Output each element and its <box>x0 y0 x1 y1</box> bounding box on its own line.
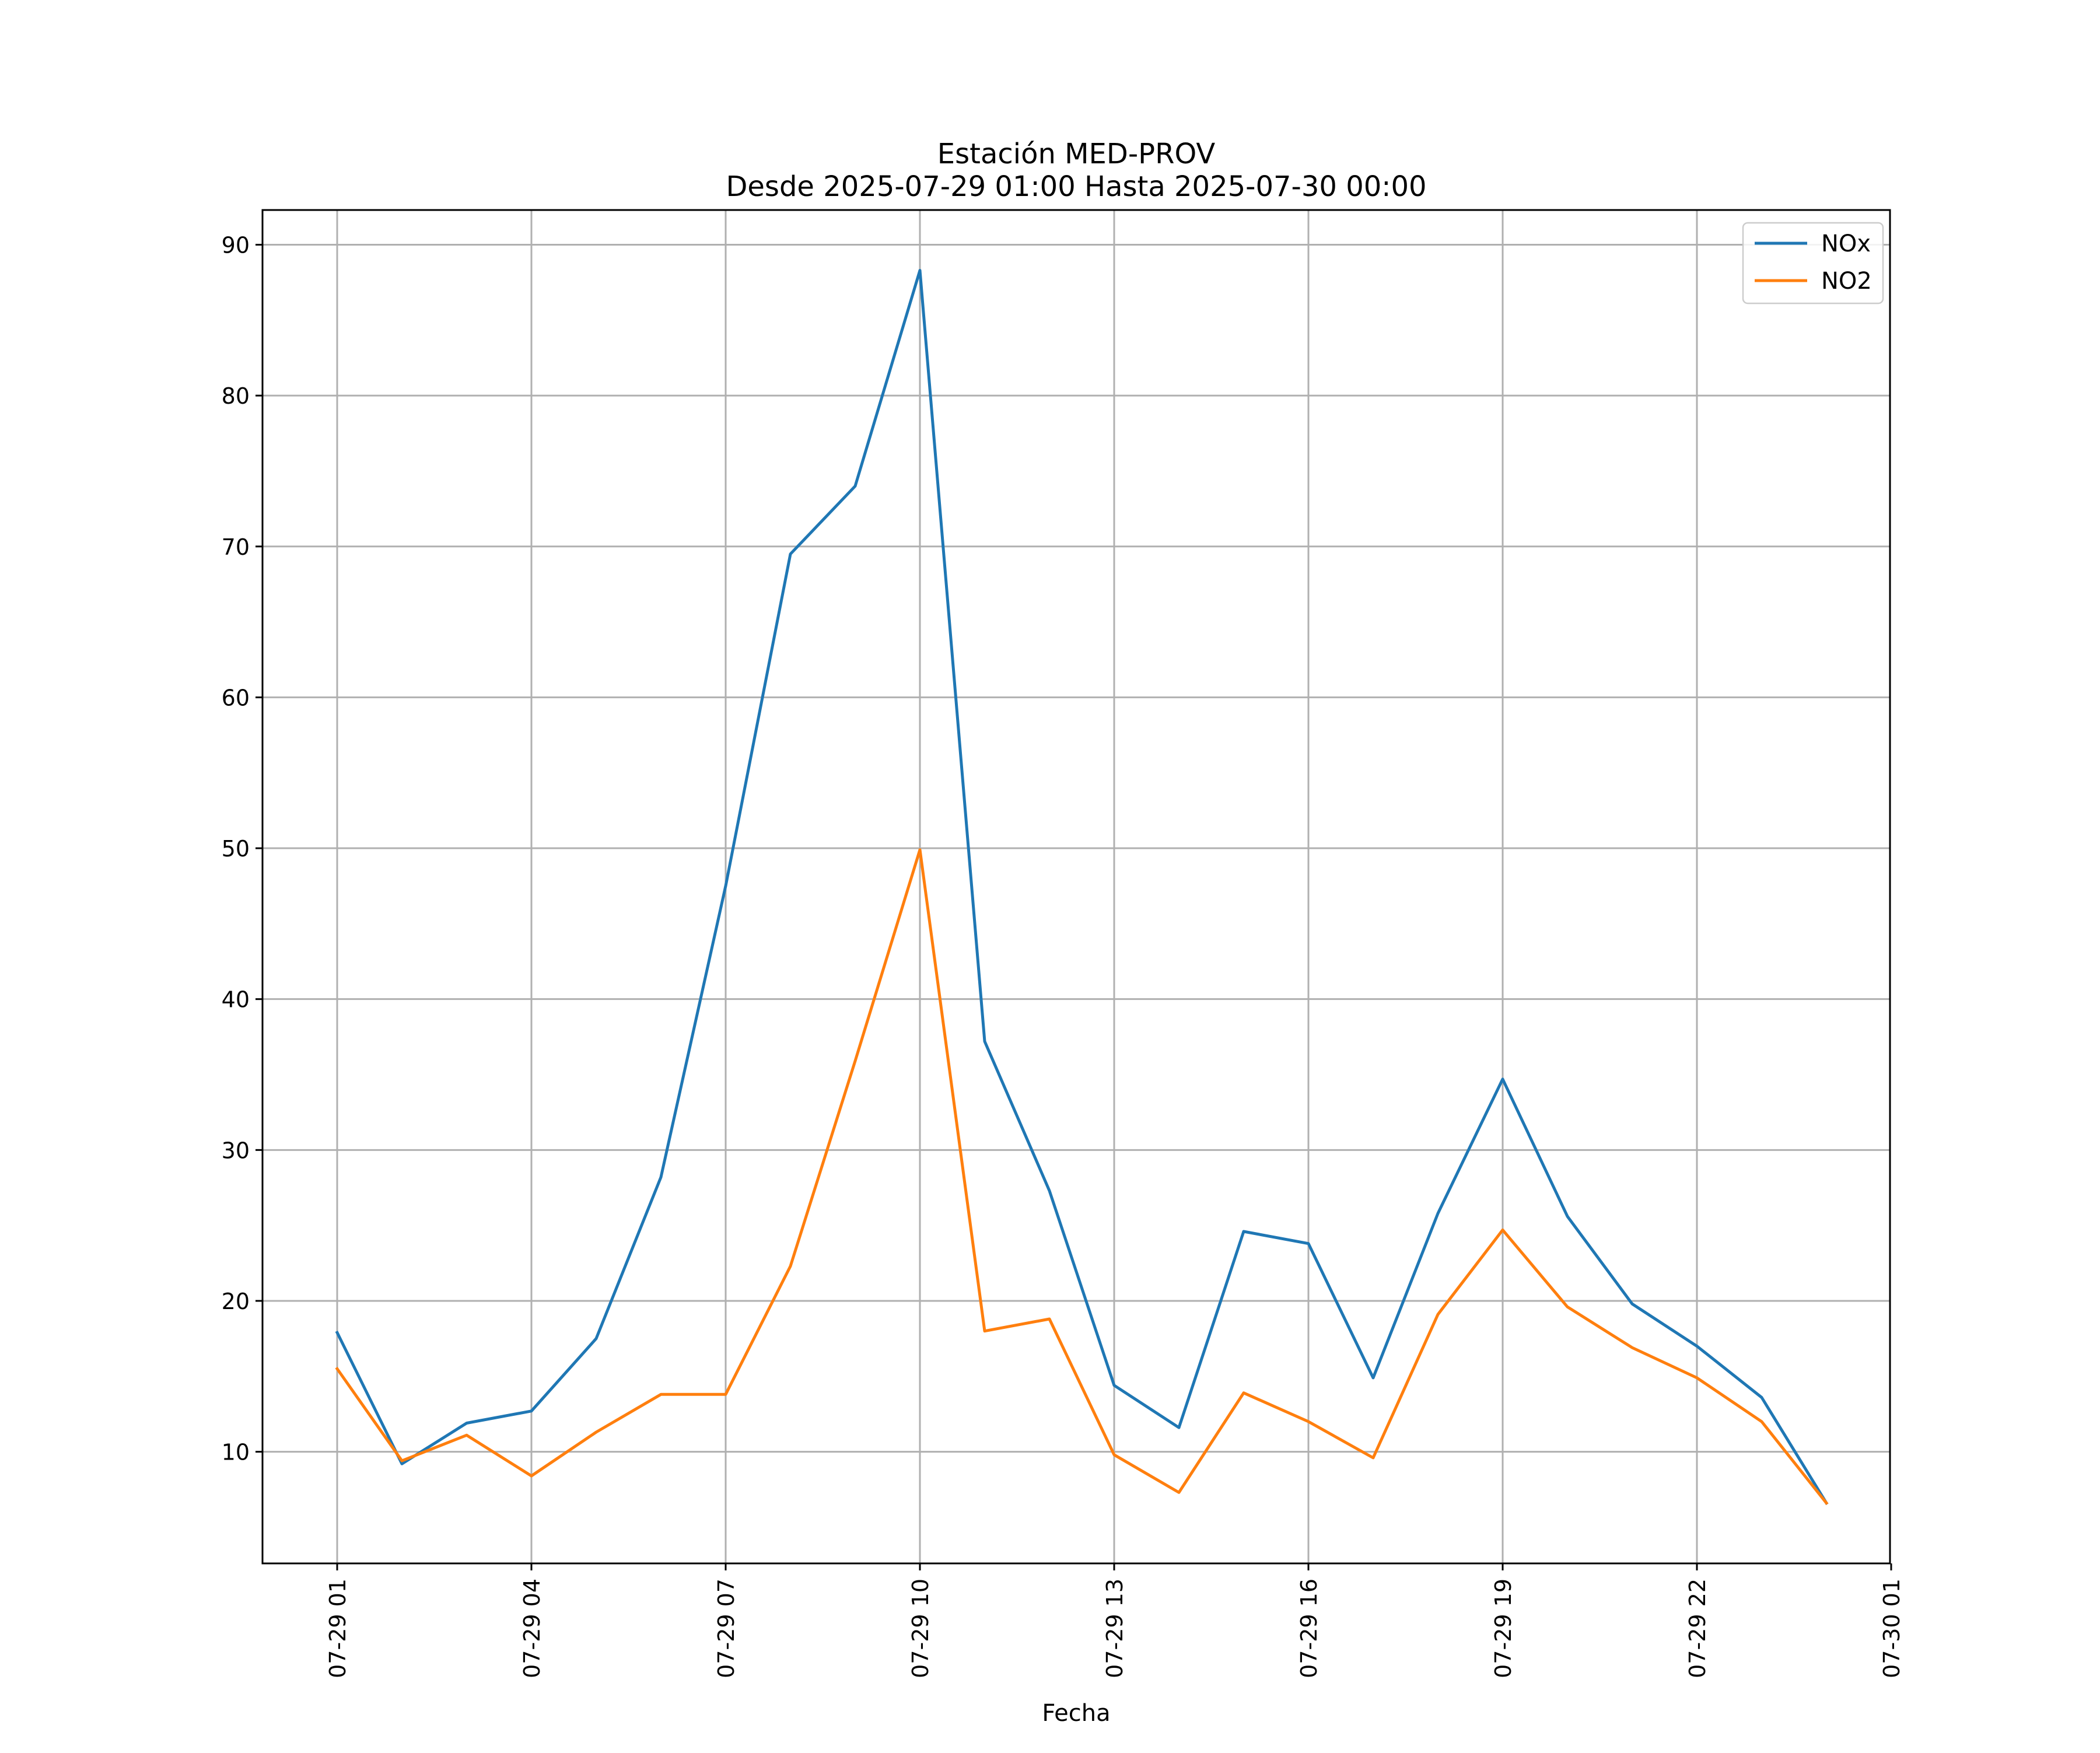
x-tick-label: 07-29 19 <box>1490 1579 1516 1678</box>
y-tick-label: 80 <box>222 383 250 409</box>
x-tick-label: 07-29 16 <box>1296 1579 1322 1678</box>
axis-ticks: 10 20 30 40 50 60 70 80 90 07-29 01 07-29 04 07-29 … <box>222 232 1905 1678</box>
plot-frame <box>261 209 1891 1565</box>
x-tick-label: 07-29 04 <box>519 1579 545 1678</box>
x-tick-label: 07-29 22 <box>1685 1579 1710 1678</box>
y-tick-label: 20 <box>222 1289 250 1314</box>
y-tick-label: 70 <box>222 534 250 560</box>
x-tick-label: 07-29 13 <box>1102 1579 1128 1678</box>
legend-label: NO2 <box>1821 268 1872 295</box>
y-tick-label: 60 <box>222 685 250 711</box>
legend: NOx NO2 <box>1742 222 1884 305</box>
y-tick-label: 50 <box>222 836 250 862</box>
x-tick-label: 07-29 07 <box>713 1579 739 1678</box>
legend-label: NOx <box>1821 230 1871 257</box>
x-axis-label: Fecha <box>1042 1700 1110 1727</box>
y-tick-label: 10 <box>222 1440 250 1465</box>
series-line-no2 <box>335 848 1829 1506</box>
x-tick-label: 07-30 01 <box>1879 1579 1905 1678</box>
series-line-nox <box>335 269 1829 1505</box>
series-lines <box>335 269 1829 1506</box>
grid <box>262 210 1890 1563</box>
chart-subtitle: Desde 2025-07-29 01:00 Hasta 2025-07-30 … <box>726 170 1426 203</box>
x-tick-label: 07-29 10 <box>908 1579 933 1678</box>
y-tick-label: 40 <box>222 987 250 1013</box>
y-tick-label: 30 <box>222 1138 250 1163</box>
chart-title: Estación MED-PROV <box>937 138 1216 170</box>
y-tick-label: 90 <box>222 232 250 258</box>
x-tick-label: 07-29 01 <box>325 1579 351 1678</box>
